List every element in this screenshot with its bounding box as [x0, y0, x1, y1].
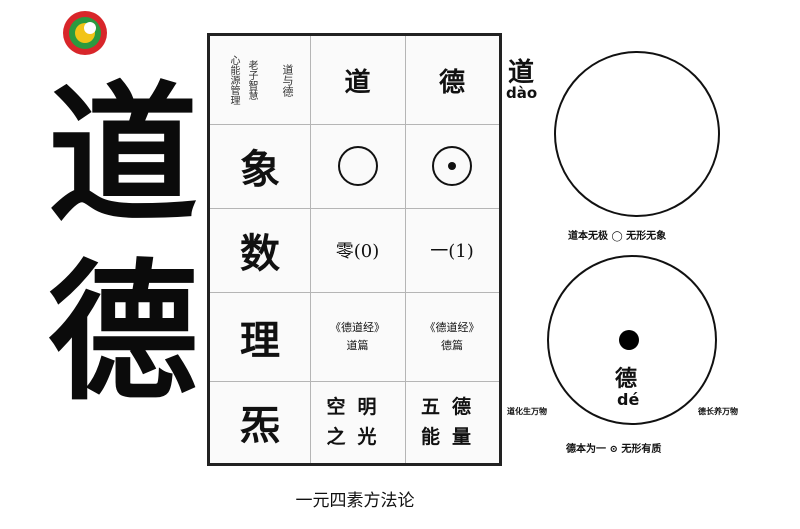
de-left-caption: 道化生万物 — [507, 406, 547, 416]
column-header-de: 德 — [438, 67, 465, 98]
row-label-xiang: 象 — [240, 147, 280, 193]
calligraphy-dao: 道 — [47, 67, 198, 243]
column-header-dao: 道 — [344, 67, 371, 98]
dao-qi-line-2: 之光 — [326, 426, 389, 448]
de-book-cell: 《德道经》 德篇 — [405, 292, 499, 381]
empty-circle-icon — [337, 146, 378, 186]
row-label-qi: 炁 — [240, 403, 280, 449]
dao-qi-line-1: 空明 — [326, 396, 389, 418]
de-label: 德 — [615, 367, 638, 392]
dao-book-title: 《德道经》 — [330, 320, 385, 334]
grid-line — [210, 208, 499, 209]
dotted-circle-icon — [432, 146, 472, 186]
row-label-shu: 数 — [240, 231, 280, 277]
table-corner: 心能源管理 老子智慧 道与德 — [210, 36, 310, 124]
de-book-section: 德篇 — [441, 338, 463, 352]
de-qi-cell: 五德 能量 — [405, 381, 499, 463]
diagram-caption: 一元四素方法论 — [295, 491, 415, 511]
grid-line — [210, 124, 499, 125]
grid-line — [405, 36, 406, 463]
de-qi-line-1: 五德 — [420, 396, 483, 418]
de-center-dot — [619, 330, 639, 350]
grid-line — [210, 292, 499, 293]
de-dotted-circle-cell — [405, 124, 499, 208]
grid-line — [210, 381, 499, 382]
dao-empty-circle-cell — [310, 124, 405, 208]
de-circle-caption: 德本为一 ⊙ 无形有质 — [566, 444, 662, 455]
four-element-table: 心能源管理 老子智慧 道与德 道 德 象 数 零(0) 一(1) 理 《德道经》… — [207, 33, 502, 466]
dao-qi-cell: 空明 之光 — [310, 381, 405, 463]
de-pinyin: dé — [617, 390, 640, 409]
corner-sub-1: 老子智慧 — [246, 60, 257, 100]
de-book-title: 《德道经》 — [424, 320, 480, 334]
dao-book-cell: 《德道经》 道篇 — [310, 292, 405, 381]
dao-book-section: 道篇 — [346, 338, 369, 352]
dao-circle-caption: 道本无极 ◯ 无形无象 — [568, 231, 667, 242]
logo-icon — [63, 11, 107, 55]
dao-pinyin: dào — [506, 84, 538, 102]
de-circle — [547, 255, 717, 425]
dao-number: 零(0) — [335, 241, 380, 262]
de-qi-line-2: 能量 — [420, 426, 483, 448]
grid-line — [310, 36, 311, 463]
corner-sub-2: 心能源管理 — [228, 55, 239, 105]
dao-label: 道 — [508, 58, 535, 88]
corner-title: 道与德 — [281, 63, 294, 97]
dao-circle — [554, 51, 720, 217]
calligraphy-de: 德 — [47, 245, 198, 421]
de-number: 一(1) — [430, 241, 474, 262]
row-label-li: 理 — [240, 317, 280, 364]
de-right-caption: 德长养万物 — [698, 406, 738, 416]
